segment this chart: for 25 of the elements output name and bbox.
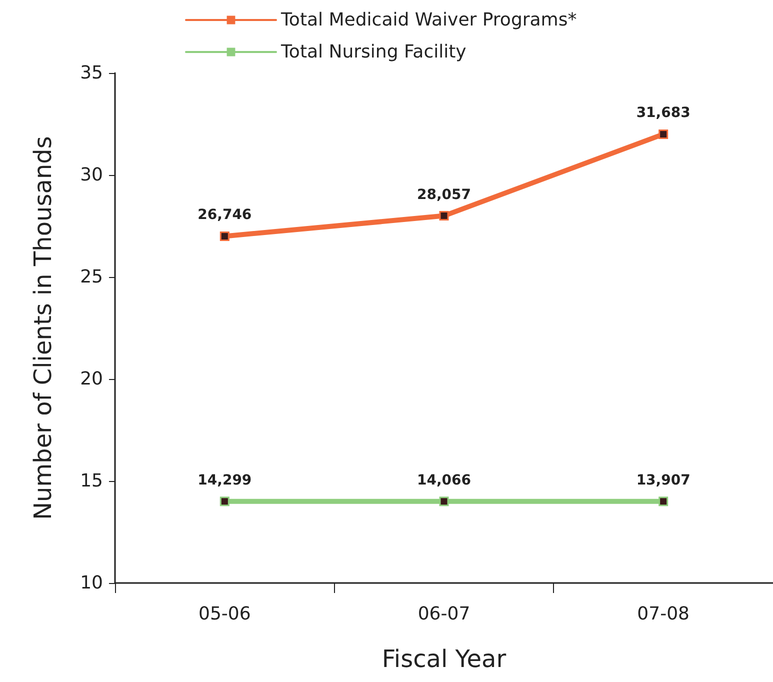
y-tick-label: 35 <box>80 62 103 84</box>
legend-label: Total Medicaid Waiver Programs* <box>280 10 577 30</box>
annotation: 14,299 <box>198 472 252 488</box>
legend-label: Total Nursing Facility <box>280 42 467 62</box>
point <box>658 129 668 139</box>
x-axis-title: Fiscal Year <box>382 645 506 673</box>
annotation: 26,746 <box>198 207 252 224</box>
x-tick-label: 05-06 <box>198 604 251 624</box>
y-axis-title: Number of Clients in Thousands <box>29 136 57 520</box>
y-tick-label: 25 <box>80 266 103 288</box>
y-tick-label: 30 <box>80 164 103 186</box>
y-tick-label: 20 <box>80 368 103 390</box>
annotation: 28,057 <box>416 186 472 203</box>
annotation: 31,683 <box>636 105 690 122</box>
annotation: 13,907 <box>636 472 690 488</box>
y-tick-label: 10 <box>80 572 103 594</box>
annotation: 14,066 <box>416 472 472 488</box>
point <box>220 231 230 241</box>
x-tick-label: 06-07 <box>418 604 470 624</box>
point <box>439 496 449 506</box>
point <box>658 496 668 506</box>
x-tick-label: 07-08 <box>637 604 690 624</box>
point <box>439 211 449 221</box>
point <box>220 496 230 506</box>
y-tick-label: 15 <box>80 470 103 492</box>
